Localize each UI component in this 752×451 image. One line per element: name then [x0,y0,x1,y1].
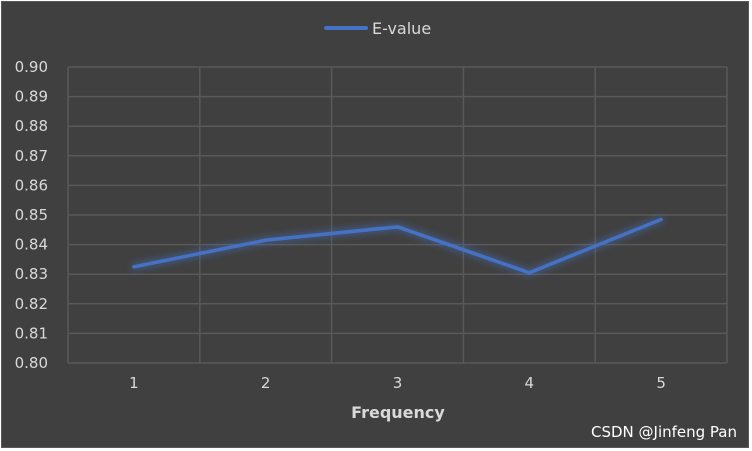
y-tick-label: 0.80 [15,354,48,372]
series-line-0 [132,217,663,275]
legend-label: E-value [372,19,431,38]
x-tick-label: 3 [393,374,403,392]
y-tick-label: 0.89 [15,88,48,106]
y-tick-label: 0.87 [15,147,48,165]
y-tick-label: 0.90 [15,58,48,76]
y-tick-label: 0.81 [15,324,48,342]
y-axis-ticks: 0.80 0.81 0.82 0.83 0.84 0.85 0.86 0.87 0.88 0.89… [15,58,48,372]
y-tick-label: 0.88 [15,117,48,135]
x-tick-label: 2 [261,374,271,392]
x-tick-label: 4 [525,374,535,392]
series-layer [132,217,663,275]
watermark: CSDN @Jinfeng Pan [591,423,737,441]
gridlines [67,66,728,364]
x-tick-label: 1 [129,374,139,392]
y-tick-label: 0.83 [15,265,48,283]
x-axis-ticks: 1 2 3 4 5 [129,374,666,392]
y-tick-label: 0.86 [15,176,48,194]
y-tick-label: 0.82 [15,295,48,313]
x-tick-label: 5 [656,374,666,392]
legend: E-value [324,19,431,38]
y-tick-label: 0.84 [15,236,48,254]
x-axis-title: Frequency [351,403,445,422]
y-tick-label: 0.85 [15,206,48,224]
